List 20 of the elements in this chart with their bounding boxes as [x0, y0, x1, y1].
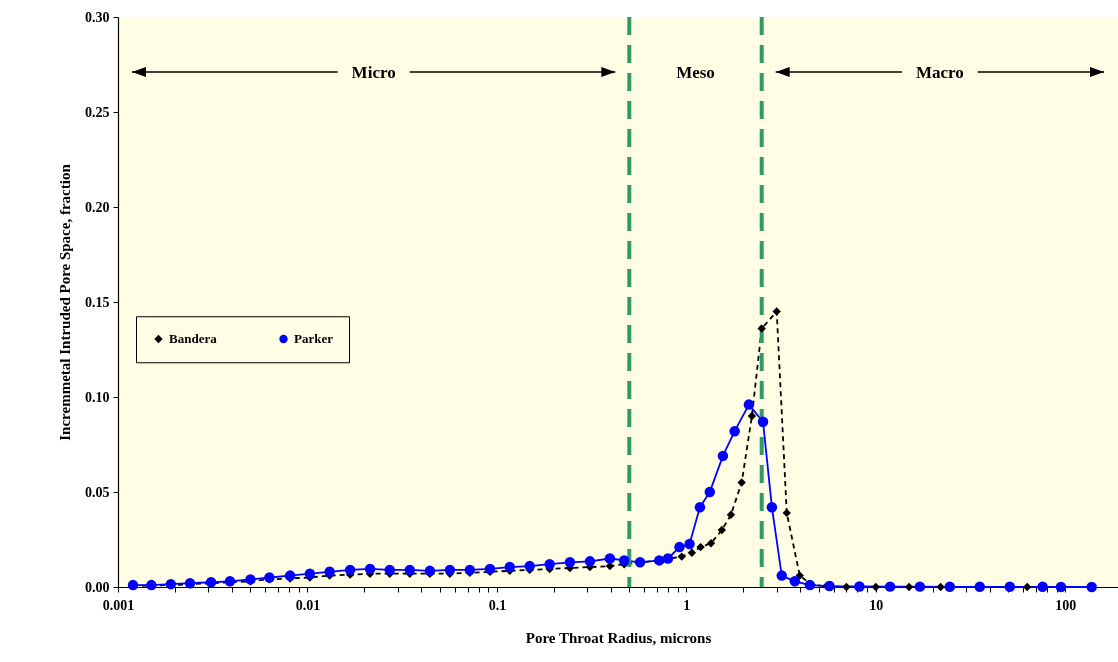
y-tick-label: 0.15	[85, 294, 110, 310]
y-tick-label: 0.10	[85, 389, 110, 405]
legend-label: Bandera	[169, 331, 218, 346]
x-axis-title: Pore Throat Radius, microns	[525, 629, 712, 646]
x-tick-label: 0.001	[102, 597, 135, 613]
y-tick-label: 0.30	[85, 9, 110, 25]
y-axis-title: Incremmetal Intruded Pore Space, fraction	[57, 163, 73, 441]
y-tick-label: 0.00	[85, 579, 110, 595]
annotation: Macro	[915, 63, 964, 82]
annotation: Meso	[676, 63, 715, 82]
x-tick-label: 0.01	[295, 597, 321, 613]
x-tick-label: 0.1	[488, 597, 507, 613]
y-tick-label: 0.20	[85, 199, 110, 215]
y-tick-label: 0.05	[85, 484, 110, 500]
x-tick-label: 100	[1055, 597, 1077, 613]
x-tick-label: 1	[683, 597, 691, 613]
annotation: Micro	[351, 63, 396, 82]
y-tick-label: 0.25	[85, 104, 110, 120]
x-tick-label: 10	[869, 597, 884, 613]
legend-label: Parker	[294, 331, 334, 346]
